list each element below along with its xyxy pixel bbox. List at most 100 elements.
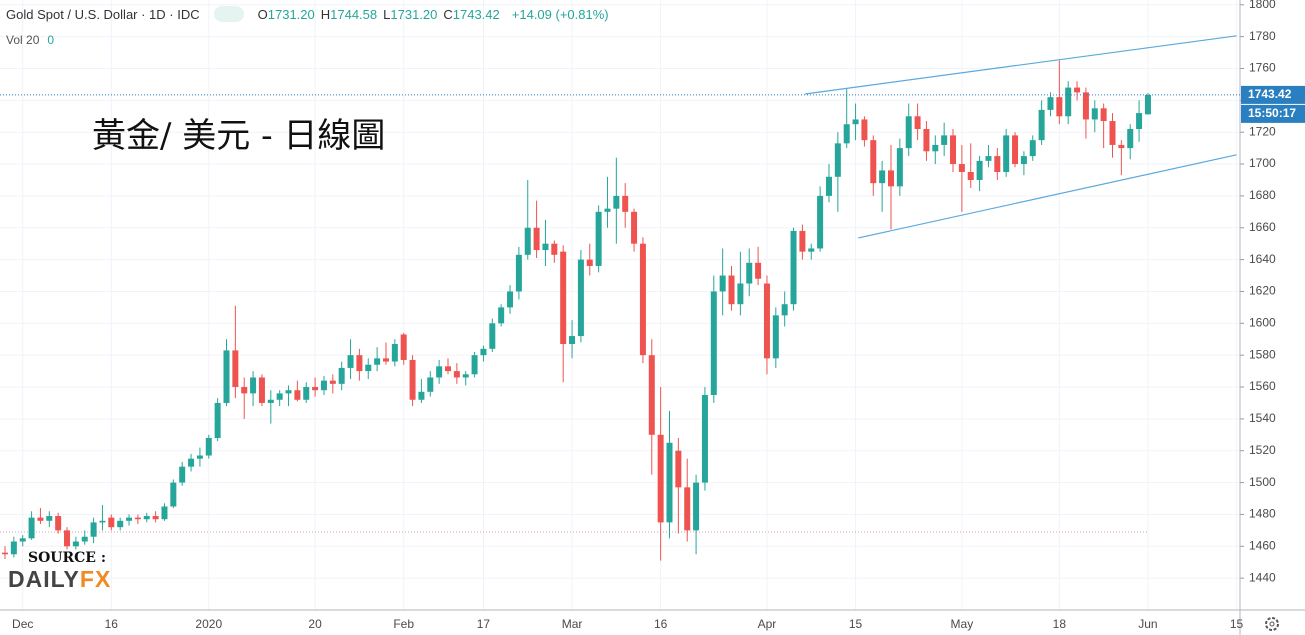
x-tick-label: Jun bbox=[1138, 617, 1157, 631]
watermark: 黃金/ 美元 - 日線圖 bbox=[92, 116, 386, 156]
candle-body bbox=[1118, 144, 1125, 149]
candle-body bbox=[90, 522, 97, 537]
candle-body bbox=[666, 442, 673, 523]
candle-body bbox=[338, 367, 345, 384]
candle-body bbox=[825, 176, 832, 196]
settings-icon[interactable] bbox=[1265, 617, 1279, 631]
logo-a: DAILY bbox=[8, 566, 80, 592]
candle-body bbox=[577, 259, 584, 337]
candle-body bbox=[382, 358, 389, 362]
candle-body bbox=[312, 387, 319, 391]
candle-body bbox=[267, 399, 274, 403]
x-tick-label: 2020 bbox=[195, 617, 222, 631]
candle-body bbox=[143, 516, 150, 520]
candle-body bbox=[1127, 129, 1134, 149]
candle-body bbox=[1136, 113, 1143, 130]
candle-body bbox=[524, 227, 531, 255]
x-tick-label: Apr bbox=[758, 617, 777, 631]
candle-body bbox=[701, 394, 708, 483]
candle-body bbox=[843, 124, 850, 144]
candle-body bbox=[28, 517, 35, 539]
candle-body bbox=[276, 393, 283, 400]
candle-body bbox=[1082, 92, 1089, 120]
candle-body bbox=[533, 227, 540, 251]
candle-body bbox=[542, 243, 549, 251]
trendline bbox=[858, 154, 1237, 239]
y-tick-label: 1600 bbox=[1249, 315, 1276, 329]
candle-body bbox=[64, 530, 71, 547]
candle-body bbox=[1012, 135, 1019, 165]
candle-body bbox=[693, 482, 700, 531]
ohlc-value: 1731.20 bbox=[267, 6, 315, 22]
y-tick-label: 1520 bbox=[1249, 443, 1276, 457]
candle-body bbox=[1029, 140, 1036, 157]
candle-body bbox=[117, 520, 124, 528]
candle-body bbox=[400, 334, 407, 360]
price-tag bbox=[1241, 85, 1305, 104]
logo-b: FX bbox=[79, 566, 112, 592]
candle-body bbox=[985, 156, 992, 161]
candle-body bbox=[294, 390, 301, 400]
candle-body bbox=[994, 156, 1001, 173]
candle-body bbox=[391, 344, 398, 362]
candle-body bbox=[347, 355, 354, 368]
candle-body bbox=[888, 170, 894, 187]
status-badge[interactable] bbox=[213, 6, 244, 22]
candle-body bbox=[817, 195, 824, 249]
candle-body bbox=[126, 517, 133, 521]
candle-body bbox=[1047, 97, 1054, 110]
candle-body bbox=[675, 450, 682, 488]
x-tick-label: Dec bbox=[12, 617, 33, 631]
ohlc-label: H bbox=[320, 6, 331, 22]
candle-body bbox=[161, 506, 168, 520]
ohlc-label: C bbox=[443, 6, 453, 22]
candle-body bbox=[258, 377, 265, 403]
candle-body bbox=[737, 283, 744, 305]
symbol-title: Gold Spot / U.S. Dollar · 1D · IDC bbox=[6, 6, 200, 22]
trendline bbox=[804, 35, 1237, 95]
candle-body bbox=[188, 458, 195, 467]
countdown-label: 15:50:17 bbox=[1248, 106, 1296, 120]
candle-body bbox=[932, 144, 939, 152]
candle-body bbox=[569, 336, 576, 345]
candle-body bbox=[604, 208, 611, 212]
candle-body bbox=[1038, 109, 1045, 141]
candle-body bbox=[303, 387, 310, 400]
candle-body bbox=[418, 391, 425, 400]
candle-body bbox=[728, 275, 735, 305]
candle-body bbox=[781, 304, 788, 316]
countdown-tag bbox=[1241, 104, 1305, 123]
candle-body bbox=[489, 323, 496, 349]
candle-body bbox=[755, 262, 762, 279]
candle-body bbox=[453, 371, 460, 378]
x-tick-label: 16 bbox=[105, 617, 119, 631]
x-tick-label: May bbox=[951, 617, 974, 631]
candle-body bbox=[551, 243, 558, 255]
candle-body bbox=[2, 552, 8, 555]
indicator-name: Vol 20 bbox=[6, 33, 40, 47]
candle-body bbox=[834, 143, 841, 177]
candle-body bbox=[950, 135, 957, 165]
candle-body bbox=[55, 516, 62, 531]
candle-body bbox=[152, 516, 159, 520]
candle-body bbox=[799, 230, 806, 252]
candle-body bbox=[746, 262, 753, 284]
candle-body bbox=[196, 455, 203, 459]
candle-body bbox=[1074, 87, 1081, 93]
y-tick-label: 1660 bbox=[1249, 220, 1276, 234]
candle-body bbox=[46, 516, 53, 521]
candle-body bbox=[613, 195, 620, 209]
source: SOURCE : bbox=[28, 550, 107, 566]
logo: DAILYFX bbox=[8, 566, 111, 593]
candle-body bbox=[586, 259, 593, 266]
candle-body bbox=[639, 243, 646, 356]
ohlc: O1731.20 H1744.58 L1731.20 C1743.42 bbox=[258, 7, 506, 22]
indicator: Vol 20 0 bbox=[6, 33, 54, 47]
change: +14.09 (+0.81%) bbox=[511, 6, 609, 22]
y-tick-label: 1620 bbox=[1249, 284, 1276, 298]
candle-body bbox=[958, 164, 965, 173]
candle-body bbox=[763, 283, 770, 359]
candle-body bbox=[1144, 94, 1151, 115]
candle-body bbox=[595, 211, 602, 266]
candle-body bbox=[1091, 108, 1098, 120]
